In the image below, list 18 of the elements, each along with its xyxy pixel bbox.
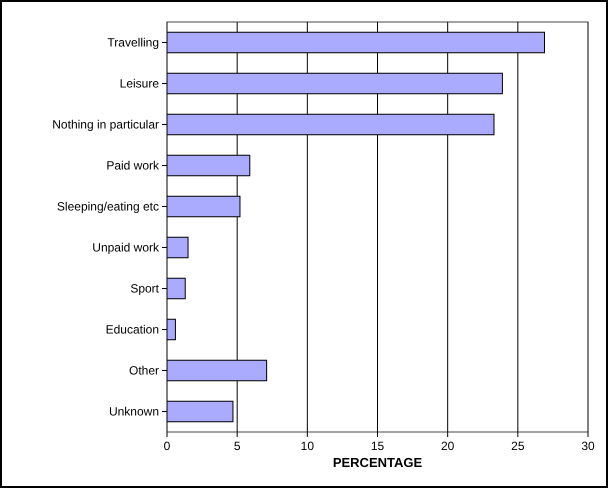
x-tick-label: 20 xyxy=(440,439,455,453)
x-tick-label: 0 xyxy=(164,439,171,453)
x-tick-label: 25 xyxy=(511,439,525,453)
y-tick-label: Education xyxy=(106,322,159,337)
x-tick-label: 30 xyxy=(581,439,595,453)
y-tick-label: Travelling xyxy=(107,36,159,50)
y-tick-label: Unpaid work xyxy=(92,240,160,255)
x-tick-label: 5 xyxy=(234,439,241,453)
x-axis-title: PERCENTAGE xyxy=(332,455,422,470)
y-tick-label: Paid work xyxy=(106,158,160,173)
y-tick-label: Sleeping/eating etc xyxy=(56,200,159,214)
y-tick-label: Sport xyxy=(130,282,160,296)
y-tick-label: Other xyxy=(128,364,159,378)
y-tick-label: Leisure xyxy=(120,76,160,91)
x-tick-label: 15 xyxy=(370,439,384,453)
x-tick-label: 10 xyxy=(300,439,314,453)
y-tick-label: Unknown xyxy=(108,404,159,419)
y-tick-label: Nothing in particular xyxy=(52,118,159,132)
